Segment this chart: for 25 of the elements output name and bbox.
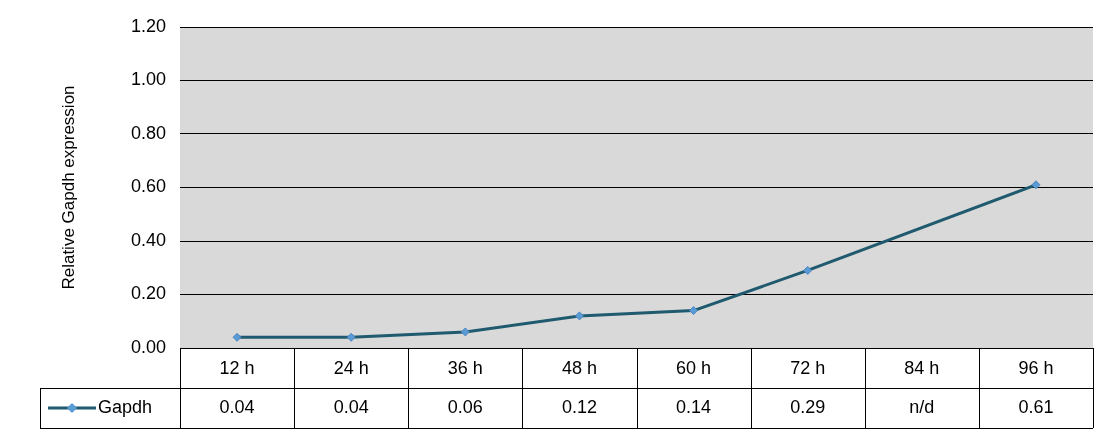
y-tick-label: 0.40 xyxy=(130,229,166,250)
x-tick-label: 84 h xyxy=(904,357,940,378)
x-tick-label: 96 h xyxy=(1018,357,1054,378)
data-label: 0.29 xyxy=(790,396,826,417)
y-tick-label: 0.60 xyxy=(130,176,166,197)
y-axis-title: Relative Gapdh expression xyxy=(58,85,78,290)
x-tick-label: 72 h xyxy=(790,357,826,378)
x-tick-label: 36 h xyxy=(447,357,483,378)
y-tick-label: 1.00 xyxy=(130,69,166,90)
legend-label: Gapdh xyxy=(98,396,153,417)
data-label: 0.12 xyxy=(561,396,597,417)
y-tick-label: 1.20 xyxy=(130,15,166,36)
y-tick-label: 0.20 xyxy=(130,283,166,304)
x-tick-label: 24 h xyxy=(333,357,369,378)
data-label: 0.06 xyxy=(447,396,483,417)
data-label: 0.04 xyxy=(333,396,369,417)
text: n/d xyxy=(909,396,935,417)
data-label: 0.14 xyxy=(676,396,712,417)
data-label: 0.61 xyxy=(1018,396,1054,417)
y-tick-label: 0.80 xyxy=(130,122,166,143)
data-label: 0.04 xyxy=(219,396,255,417)
y-tick-label: 0.00 xyxy=(130,336,166,357)
x-tick-label: 60 h xyxy=(676,357,712,378)
x-tick-label: 48 h xyxy=(561,357,597,378)
x-tick-label: 12 h xyxy=(219,357,255,378)
